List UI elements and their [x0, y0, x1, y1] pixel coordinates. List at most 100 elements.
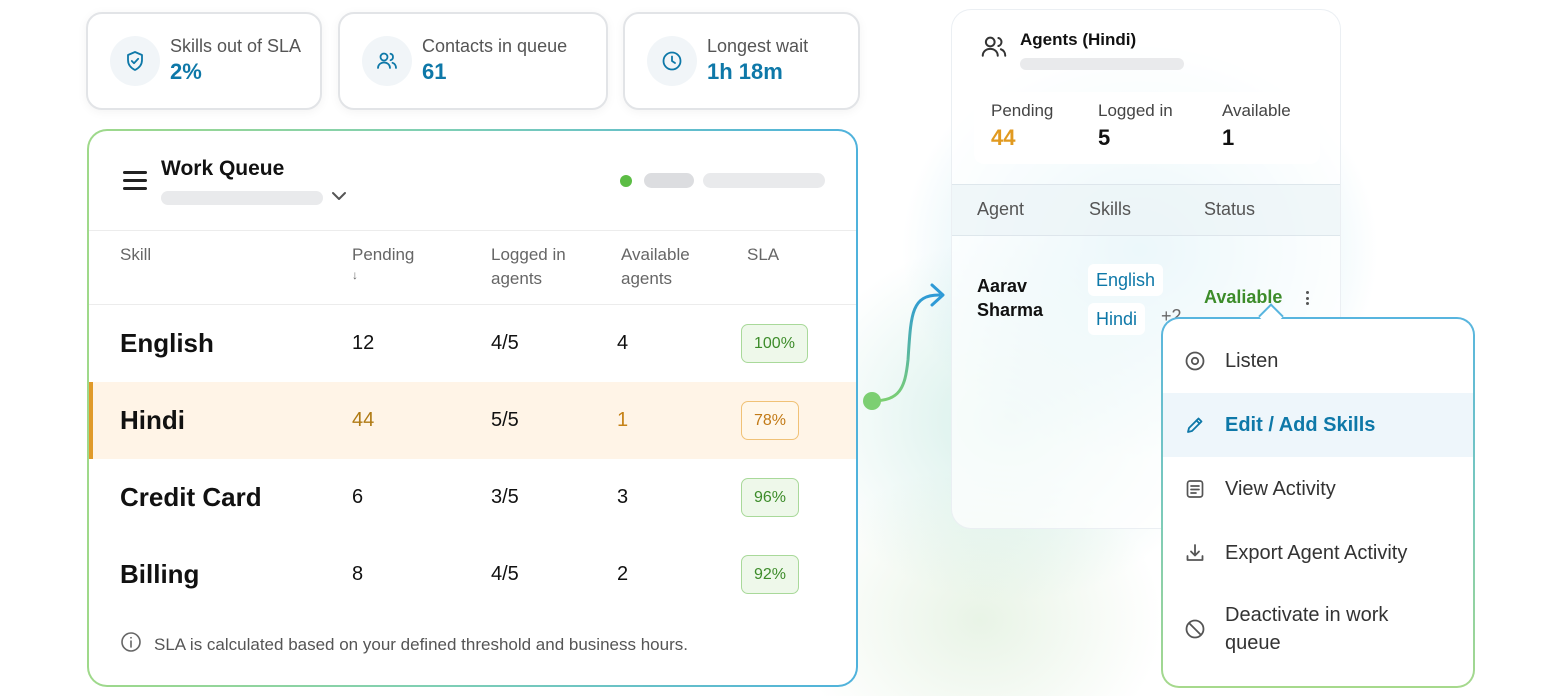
stat-value: 1h 18m [707, 59, 783, 84]
skill-name: Billing [120, 559, 200, 589]
more-options-icon[interactable] [1306, 291, 1309, 308]
stat-label: Longest wait [707, 36, 809, 56]
skill-name: English [120, 328, 214, 358]
work-queue-header: Work Queue [89, 131, 856, 231]
logged-in-count: 4/5 [491, 332, 519, 354]
menu-item-label: Deactivate in work queue [1225, 601, 1388, 657]
online-status-dot [620, 175, 632, 187]
menu-item-view-activity[interactable]: View Activity [1163, 457, 1473, 521]
available-count: 1 [617, 409, 629, 431]
users-icon [979, 32, 1009, 67]
listen-icon [1184, 350, 1206, 372]
stat-value: 61 [422, 59, 447, 84]
agent-actions-menu: Listen Edit / Add Skills View Activity E… [1161, 317, 1475, 688]
skill-name: Credit Card [120, 482, 262, 512]
agents-panel-title: Agents (Hindi) [1020, 30, 1137, 49]
header-line: Available [621, 245, 690, 264]
summary-label: Available [1222, 101, 1291, 120]
menu-item-label: Listen [1225, 350, 1279, 372]
skill-chip: English [1088, 264, 1164, 296]
summary-label: Pending [991, 101, 1054, 120]
skill-name: Hindi [120, 405, 185, 435]
summary-available: Available 1 [1222, 100, 1291, 154]
stat-label: Contacts in queue [422, 36, 568, 56]
column-header-logged-in[interactable]: Logged in agents [491, 243, 566, 291]
menu-item-deactivate[interactable]: Deactivate in work queue [1163, 589, 1473, 669]
menu-item-export-agent-activity[interactable]: Export Agent Activity [1163, 521, 1473, 585]
summary-value: 5 [1098, 125, 1111, 150]
agent-last-name: Sharma [977, 300, 1044, 320]
menu-item-label: Edit / Add Skills [1225, 414, 1376, 436]
stat-card-skills-out-of-sla: Skills out of SLA 2% [86, 12, 322, 110]
table-row[interactable]: Credit Card 6 3/5 3 96% [89, 459, 856, 536]
subtitle-placeholder [161, 191, 323, 205]
stat-value: 2% [170, 59, 202, 84]
chevron-down-icon[interactable] [331, 189, 347, 207]
clock-icon [647, 36, 697, 86]
menu-item-label-line: Deactivate in work [1225, 604, 1389, 626]
hamburger-menu-icon[interactable] [123, 171, 147, 195]
stat-card-contacts-in-queue: Contacts in queue 61 [338, 12, 608, 110]
summary-value: 44 [991, 125, 1016, 150]
header-line: agents [621, 269, 673, 288]
summary-value: 1 [1222, 125, 1235, 150]
menu-item-label: Export Agent Activity [1225, 542, 1408, 564]
summary-pending: Pending 44 [991, 100, 1053, 154]
menu-item-label-line: queue [1225, 632, 1281, 654]
block-icon [1184, 618, 1206, 640]
column-header-sla[interactable]: SLA [747, 245, 780, 264]
skill-chip: Hindi [1088, 303, 1146, 335]
sla-badge: 96% [741, 478, 800, 517]
header-line: agents [491, 269, 543, 288]
agents-table-header: Agent Skills Status [952, 184, 1340, 236]
pending-count: 6 [352, 486, 364, 508]
stat-label: Skills out of SLA [170, 36, 302, 56]
sla-badge: 78% [741, 401, 800, 440]
stat-card-longest-wait: Longest wait 1h 18m [623, 12, 860, 110]
agent-first-name: Aarav [977, 276, 1028, 296]
agent-status: Avaliable [1204, 287, 1283, 307]
sla-footnote: SLA is calculated based on your defined … [120, 631, 688, 658]
column-header-available[interactable]: Available agents [621, 243, 690, 291]
pending-count: 12 [352, 332, 375, 354]
shield-check-icon [110, 36, 160, 86]
agent-name: Aarav Sharma [977, 274, 1043, 322]
column-header-pending[interactable]: Pending ↓ [352, 243, 414, 283]
logged-in-count: 3/5 [491, 486, 519, 508]
table-header: Skill Pending ↓ Logged in agents Availab… [89, 231, 856, 305]
table-row-selected[interactable]: Hindi 44 5/5 1 78% [89, 382, 856, 459]
subtitle-placeholder [1020, 58, 1184, 70]
logged-in-count: 4/5 [491, 563, 519, 585]
connector-arrow [863, 283, 945, 410]
users-icon [362, 36, 412, 86]
table-row[interactable]: Billing 8 4/5 2 92% [89, 536, 856, 613]
pending-count: 44 [352, 409, 375, 431]
status-text-placeholder [703, 173, 825, 188]
table-row[interactable]: English 12 4/5 4 100% [89, 305, 856, 382]
pencil-icon [1184, 414, 1206, 436]
column-header-skill[interactable]: Skill [120, 245, 152, 264]
sla-badge: 92% [741, 555, 800, 594]
menu-item-label: View Activity [1225, 478, 1336, 500]
selected-indicator [89, 382, 93, 459]
available-count: 4 [617, 332, 629, 354]
sla-badge: 100% [741, 324, 808, 363]
header-line: Logged in [491, 245, 566, 264]
column-header-pending-label: Pending [352, 245, 415, 264]
column-header-skills[interactable]: Skills [1089, 199, 1132, 219]
status-placeholder [644, 173, 694, 188]
work-queue-card: Work Queue Skill Pending ↓ Logged in age… [87, 129, 858, 687]
menu-item-edit-add-skills[interactable]: Edit / Add Skills [1163, 393, 1473, 457]
pending-count: 8 [352, 563, 364, 585]
column-header-agent[interactable]: Agent [977, 199, 1025, 219]
menu-item-listen[interactable]: Listen [1163, 329, 1473, 393]
available-count: 2 [617, 563, 629, 585]
download-icon [1184, 542, 1206, 564]
sla-footnote-text: SLA is calculated based on your defined … [154, 634, 688, 654]
summary-label: Logged in [1098, 101, 1173, 120]
column-header-status[interactable]: Status [1204, 199, 1256, 219]
info-icon [120, 631, 142, 658]
document-icon [1184, 478, 1206, 500]
available-count: 3 [617, 486, 629, 508]
agents-summary: Pending 44 Logged in 5 Available 1 [974, 92, 1320, 164]
